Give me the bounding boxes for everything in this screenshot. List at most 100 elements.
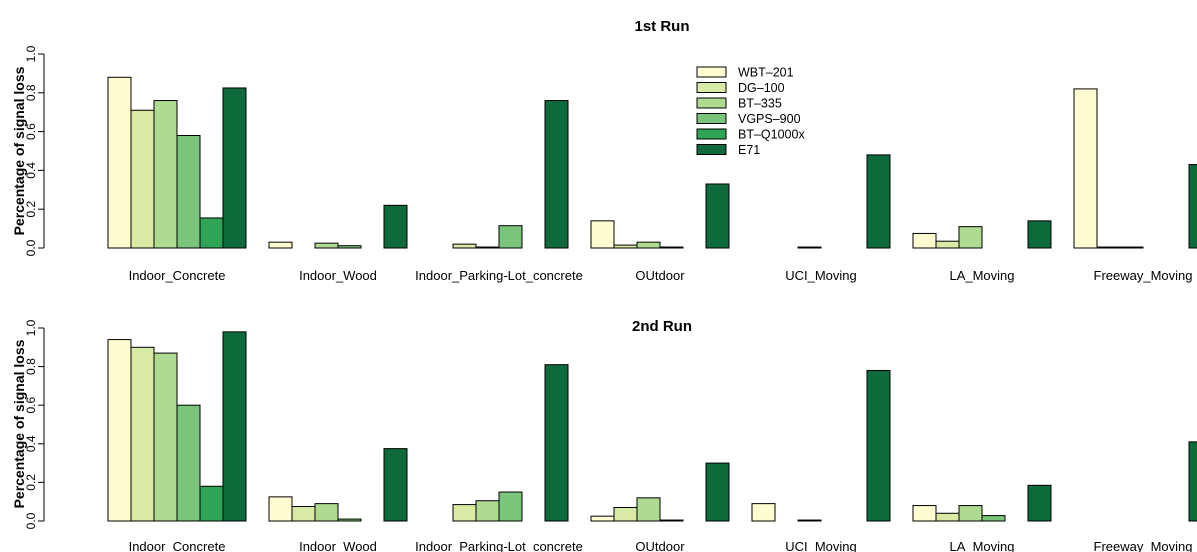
legend-swatch [696,97,727,109]
bar [314,242,339,249]
bar [498,491,523,522]
bar [590,220,615,249]
bar-group [107,331,1197,522]
y-tick-label: 1.0 [24,319,38,336]
category-label: UCI_Moving [785,268,857,283]
bar [153,352,178,522]
bar [314,503,339,522]
category-label: Freeway_Moving [1094,268,1193,283]
y-tick-label: 1.0 [24,45,38,62]
bar [475,500,500,522]
category-label: UCI_Moving [785,539,857,552]
bar [636,497,661,522]
bar [659,519,684,522]
y-tick-label: 0.2 [24,474,38,491]
bar [1027,220,1052,249]
bar [659,246,684,249]
bar [337,245,362,249]
category-labels: Indoor_Concrete Indoor_Wood Indoor_Parking… [129,539,1193,552]
legend-label: BT–Q1000x [738,128,805,142]
bar [912,505,937,522]
y-tick-label: 0.2 [24,201,38,218]
category-label: LA_Moving [949,539,1014,552]
bar [751,503,776,522]
bar [544,100,569,249]
bar [981,515,1006,522]
bar [613,506,638,522]
bar [452,243,477,249]
category-label: Indoor_Parking-Lot_concrete [415,268,583,283]
y-tick-label: 0.8 [24,358,38,375]
legend-label: BT–335 [738,97,782,111]
bar [958,226,983,249]
bar [1188,164,1197,249]
bar [958,505,983,522]
legend-label: VGPS–900 [738,112,801,126]
bar [107,76,132,249]
y-tick-label: 0.4 [24,162,38,179]
panel-2nd-run: 2nd Run Percentage of signal loss 0.0 0.2… [11,318,1197,552]
category-label: Indoor_Wood [299,539,377,552]
bar [107,339,132,522]
bar [797,519,822,522]
bar [337,518,362,522]
bar-group [107,76,1197,249]
y-tick-label: 0.8 [24,84,38,101]
y-axis-label: Percentage of signal loss [11,66,27,235]
bar [383,204,408,249]
category-label: OUtdoor [635,268,685,283]
category-label: Freeway_Moving [1094,539,1193,552]
bar [222,87,247,249]
bar [1119,246,1144,249]
category-labels: Indoor_Concrete Indoor_Wood Indoor_Parking… [129,268,1193,283]
bar [1096,246,1121,249]
legend-label: DG–100 [738,81,785,95]
category-label: Indoor_Concrete [129,268,226,283]
bar [935,512,960,522]
bar [1027,484,1052,522]
bar [199,217,224,249]
y-axis: 0.0 0.2 0.4 0.6 0.8 1.0 [24,319,45,529]
category-label: Indoor_Concrete [129,539,226,552]
y-tick-label: 0.0 [24,239,38,256]
legend-swatch [696,113,727,124]
bar [705,183,730,249]
bar [153,100,178,249]
bar [1073,88,1098,249]
bar [130,109,155,249]
bar [1188,441,1197,522]
chart-title: 1st Run [634,18,689,35]
bar [613,244,638,249]
bar [590,515,615,522]
bar [176,134,201,249]
chart-title: 2nd Run [632,318,692,335]
bar [544,364,569,522]
y-axis: 0.0 0.2 0.4 0.6 0.8 1.0 [24,45,45,256]
bar [935,240,960,249]
y-tick-label: 0.6 [24,123,38,140]
y-tick-label: 0.0 [24,512,38,529]
bar [383,448,408,522]
category-label: OUtdoor [635,539,685,552]
bar [866,369,891,522]
legend-swatch [696,66,727,78]
bar [222,331,247,522]
legend-swatch [696,128,727,140]
bar [475,246,500,249]
bar [866,154,891,249]
panel-1st-run: 1st Run Percentage of signal loss 0.0 0.2… [11,18,1197,283]
bar [797,246,822,249]
legend-swatch [696,144,727,155]
legend-swatch [696,82,727,93]
bar [498,225,523,249]
category-label: Indoor_Wood [299,268,377,283]
bar [268,241,293,249]
bar [291,506,316,522]
y-tick-label: 0.6 [24,397,38,414]
bar [636,241,661,249]
y-tick-label: 0.4 [24,435,38,452]
bar [130,346,155,522]
legend-label: E71 [738,143,760,157]
